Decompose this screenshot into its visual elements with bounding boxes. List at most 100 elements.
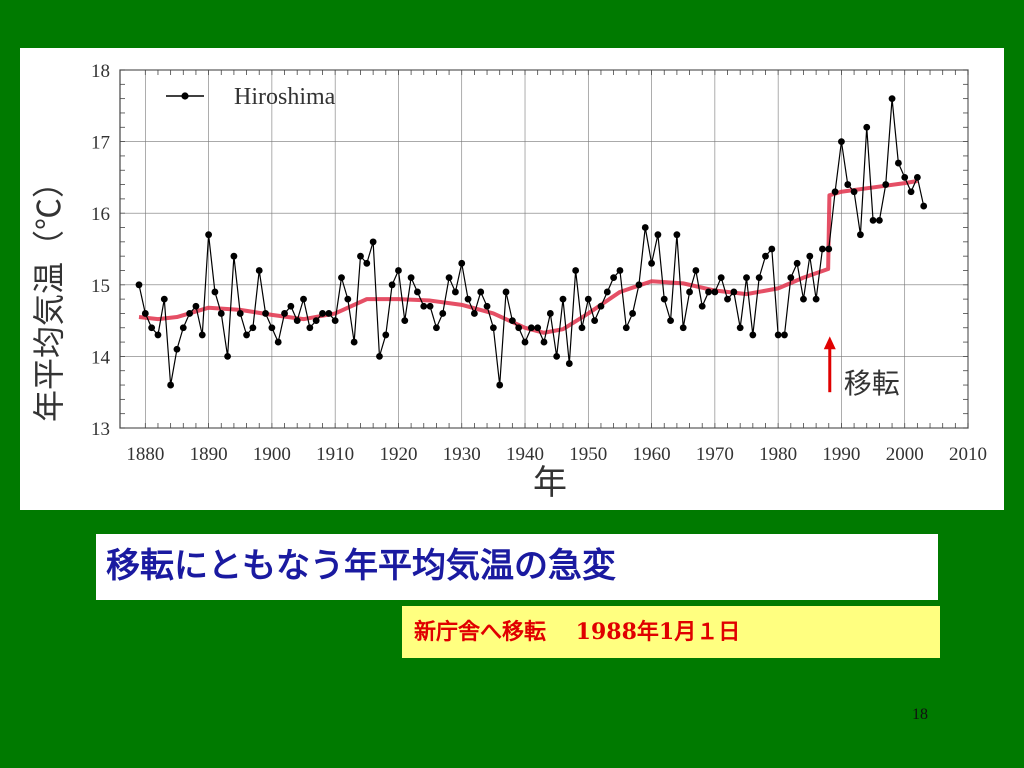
- data-point: [224, 353, 231, 360]
- data-point: [521, 338, 529, 346]
- y-tick-label: 16: [91, 204, 110, 225]
- data-point: [312, 317, 320, 324]
- y-tick-label: 18: [91, 61, 110, 82]
- data-point: [382, 331, 390, 339]
- data-point: [591, 317, 599, 324]
- data-point: [774, 331, 782, 339]
- data-point: [755, 274, 763, 282]
- data-point: [838, 138, 845, 145]
- data-point: [477, 288, 485, 296]
- data-point: [407, 274, 415, 282]
- data-point: [217, 310, 225, 317]
- data-point: [464, 295, 472, 303]
- data-point: [243, 331, 250, 339]
- data-point: [445, 274, 453, 282]
- data-point: [559, 295, 567, 303]
- data-point: [730, 288, 738, 296]
- data-point: [578, 324, 586, 332]
- data-point: [787, 274, 795, 282]
- plot-frame: [119, 69, 969, 429]
- data-point: [274, 338, 282, 346]
- data-point: [692, 267, 700, 274]
- data-point: [603, 288, 611, 296]
- data-point: [667, 317, 674, 324]
- y-tick-label: 14: [91, 347, 111, 368]
- data-point: [806, 252, 814, 260]
- relocation-note-box: 新庁舎へ移転 1988年1月１日: [402, 606, 940, 658]
- data-point: [515, 324, 523, 332]
- data-point: [426, 302, 434, 310]
- data-point: [496, 381, 504, 389]
- data-point: [350, 338, 358, 346]
- data-point: [819, 245, 826, 253]
- temperature-chart: 1880 1890 1900 1910 1920 1930 1940 1950 1960 1970…: [31, 61, 987, 502]
- data-point: [572, 267, 580, 274]
- data-point: [401, 317, 409, 324]
- x-tick-label: 1950: [569, 444, 607, 465]
- data-point: [705, 288, 712, 296]
- data-point: [433, 324, 440, 332]
- data-point: [641, 224, 649, 231]
- x-tick-label: 1930: [443, 444, 481, 465]
- data-point: [287, 302, 295, 310]
- data-point: [546, 310, 554, 317]
- data-point: [470, 310, 478, 317]
- data-point: [167, 381, 175, 389]
- data-point: [850, 188, 858, 196]
- data-point: [800, 295, 807, 303]
- data-point: [268, 324, 276, 332]
- data-point: [768, 245, 776, 253]
- data-point: [907, 188, 915, 196]
- x-tick-label: 2000: [886, 444, 924, 465]
- data-point: [876, 216, 883, 224]
- data-point: [920, 202, 928, 210]
- y-tick-label: 17: [91, 133, 110, 154]
- data-point: [249, 324, 257, 332]
- data-point: [698, 302, 706, 310]
- data-point: [654, 231, 662, 239]
- data-point: [344, 295, 352, 303]
- relocation-note: 新庁舎へ移転 1988年1月１日: [414, 619, 741, 645]
- legend-label: Hiroshima: [234, 84, 336, 110]
- data-point: [534, 324, 542, 332]
- legend-marker: [181, 92, 189, 100]
- slide-caption: 移転にともなう年平均気温の急変: [106, 546, 616, 586]
- data-point: [205, 231, 212, 239]
- data-point: [255, 267, 263, 274]
- data-point: [825, 245, 833, 253]
- data-point: [635, 281, 643, 289]
- data-point: [616, 267, 624, 274]
- page-number: 18: [912, 706, 928, 723]
- data-point: [610, 274, 618, 282]
- data-point: [597, 302, 605, 310]
- data-point: [869, 216, 877, 224]
- data-point: [781, 331, 788, 339]
- data-point: [338, 274, 345, 282]
- data-point: [376, 353, 383, 360]
- data-point: [831, 188, 839, 196]
- data-point: [762, 252, 769, 260]
- data-point: [262, 310, 269, 317]
- data-point: [894, 159, 902, 167]
- data-point: [686, 288, 693, 296]
- data-point: [857, 231, 864, 239]
- data-point: [901, 174, 909, 181]
- x-tick-label: 1980: [759, 444, 797, 465]
- data-point: [458, 259, 466, 267]
- data-point: [154, 331, 162, 339]
- data-point: [540, 338, 548, 346]
- data-point: [629, 310, 636, 317]
- x-tick-label: 1910: [316, 444, 354, 465]
- data-point: [439, 310, 447, 317]
- data-point: [711, 288, 719, 296]
- data-point: [186, 310, 194, 317]
- data-point: [724, 295, 731, 303]
- data-point: [198, 331, 206, 339]
- data-point: [673, 231, 681, 239]
- data-point: [363, 259, 371, 267]
- relocation-label: 移転: [844, 368, 900, 400]
- x-axis-label: 年: [533, 464, 567, 502]
- x-tick-label: 1970: [696, 444, 734, 465]
- data-point: [369, 238, 377, 246]
- caption-box: 移転にともなう年平均気温の急変: [96, 534, 938, 600]
